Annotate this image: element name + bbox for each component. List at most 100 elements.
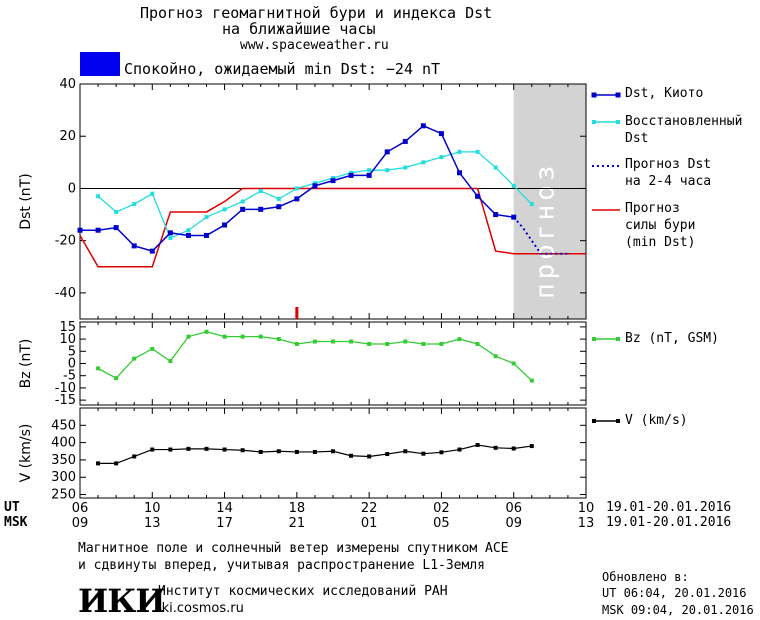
speed-point — [421, 451, 426, 456]
speed-point — [511, 446, 516, 451]
restored-dst-point — [96, 194, 101, 199]
legend-dst-label: Dst, Киото — [625, 86, 704, 101]
bz-point — [204, 329, 209, 334]
dst-kyoto-point — [438, 131, 444, 137]
bz-point — [294, 341, 299, 346]
y-tick-label: 20 — [59, 129, 76, 144]
legend-forecast-label-2: на 2-4 часа — [625, 174, 712, 189]
speed-point — [475, 443, 480, 448]
forecast-band — [513, 84, 586, 319]
speed-line — [98, 444, 532, 464]
updated-ut: UT 06:04, 20.01.2016 — [602, 586, 747, 600]
msk-axis-label: MSK — [4, 515, 28, 530]
dst-kyoto-point — [131, 243, 137, 249]
note-line-1: Магнитное поле и солнечный ветер измерен… — [78, 541, 509, 556]
msk-tick-label: 21 — [289, 516, 306, 531]
dst-kyoto-point — [95, 227, 101, 233]
legend-storm-label-1: Прогноз — [625, 201, 680, 216]
restored-dst-point — [276, 196, 281, 201]
msk-tick-label: 17 — [216, 516, 233, 531]
y-axis-label: Dst (nT) — [18, 173, 34, 229]
speed-point — [331, 449, 335, 454]
speed-point — [439, 450, 444, 455]
dst-kyoto-point — [240, 206, 246, 212]
bz-point — [511, 361, 516, 366]
legend-storm-label-3: (min Dst) — [625, 235, 696, 250]
site-link[interactable]: www.spaceweather.ru — [240, 38, 389, 53]
bz-point — [168, 359, 173, 364]
speed-point — [258, 449, 263, 454]
restored-dst-point — [385, 168, 390, 173]
dst-kyoto-point — [167, 230, 173, 236]
ut-tick-label: 10 — [144, 501, 161, 516]
speed-point — [168, 447, 173, 452]
restored-dst-point — [367, 168, 372, 173]
restored-dst-point — [258, 189, 263, 194]
y-axis-label: Bz (nT) — [18, 339, 34, 389]
v-legend-marker — [616, 419, 620, 423]
dst-panel: прогноз 40 20 0 -20 -40 Dst (nT) — [18, 77, 587, 320]
bz-point — [276, 337, 281, 342]
restored-dst-point — [186, 228, 191, 233]
chart-title-line1: Прогноз геомагнитной бури и индекса Dst — [140, 4, 493, 22]
iki-logo: ИКИ — [78, 582, 166, 620]
institute-name: Институт космических исследований РАН — [158, 584, 448, 599]
restored-dst-line — [97, 151, 533, 239]
chart-title-line2: на ближайшие часы — [222, 20, 376, 38]
updated-label: Обновлено в: — [602, 570, 689, 584]
forecast-band-label: прогноз — [531, 161, 561, 299]
speed-point — [385, 452, 390, 457]
restored-dst-point — [349, 170, 354, 175]
speed-point — [204, 446, 209, 451]
ut-tick-label: 14 — [216, 501, 233, 516]
bz-legend-marker — [616, 337, 620, 341]
dst-kyoto-point — [149, 248, 155, 254]
speed-point — [186, 446, 191, 451]
ut-tick-label: 02 — [433, 501, 450, 516]
ut-axis-label: UT — [4, 500, 20, 515]
restored-dst-point — [457, 149, 462, 154]
bz-point — [457, 337, 462, 342]
y-tick-label: -20 — [55, 234, 76, 249]
y-tick-label: 350 — [51, 453, 76, 468]
bz-point — [132, 356, 137, 361]
y-tick-label: 5 — [68, 344, 76, 359]
dst-kyoto-point — [77, 227, 83, 233]
dst-kyoto-point — [294, 196, 300, 202]
speed-point — [132, 454, 137, 459]
legend-v-label: V (km/s) — [625, 413, 688, 428]
restored-dst-point — [529, 202, 534, 207]
bz-point — [367, 341, 372, 346]
bz-point — [421, 341, 426, 346]
ut-tick-label: 06 — [72, 501, 89, 516]
speed-point — [529, 444, 534, 449]
dst-legend-marker — [591, 92, 597, 98]
restored-dst-point — [222, 207, 227, 212]
speed-point — [114, 461, 119, 466]
storm-forecast-line — [79, 187, 586, 268]
bz-point — [114, 376, 119, 381]
restored-legend-marker — [616, 120, 620, 124]
bz-point — [439, 341, 444, 346]
restored-dst-point — [511, 183, 516, 188]
dst-legend-marker — [615, 92, 621, 98]
speed-point — [457, 447, 462, 452]
institute-url[interactable]: iki.cosmos.ru — [158, 601, 244, 616]
restored-dst-point — [132, 202, 137, 207]
note-line-2: и сдвинуты вперед, учитывая распростране… — [78, 558, 485, 573]
dst-kyoto-point — [258, 206, 264, 212]
bz-point — [403, 339, 408, 344]
restored-dst-point — [168, 236, 173, 241]
msk-tick-label: 01 — [361, 516, 378, 531]
v-panel: 450 400 350 300 250 V (km/s) — [18, 407, 587, 503]
restored-dst-point — [204, 215, 209, 220]
restored-legend-marker — [592, 120, 596, 124]
bz-point — [150, 346, 155, 351]
restored-dst-point — [439, 155, 444, 160]
speed-point — [294, 449, 299, 454]
legend-forecast-label-1: Прогноз Dst — [625, 157, 712, 172]
bz-line — [97, 331, 533, 382]
v-legend-marker — [592, 419, 596, 423]
speed-point — [240, 448, 245, 453]
